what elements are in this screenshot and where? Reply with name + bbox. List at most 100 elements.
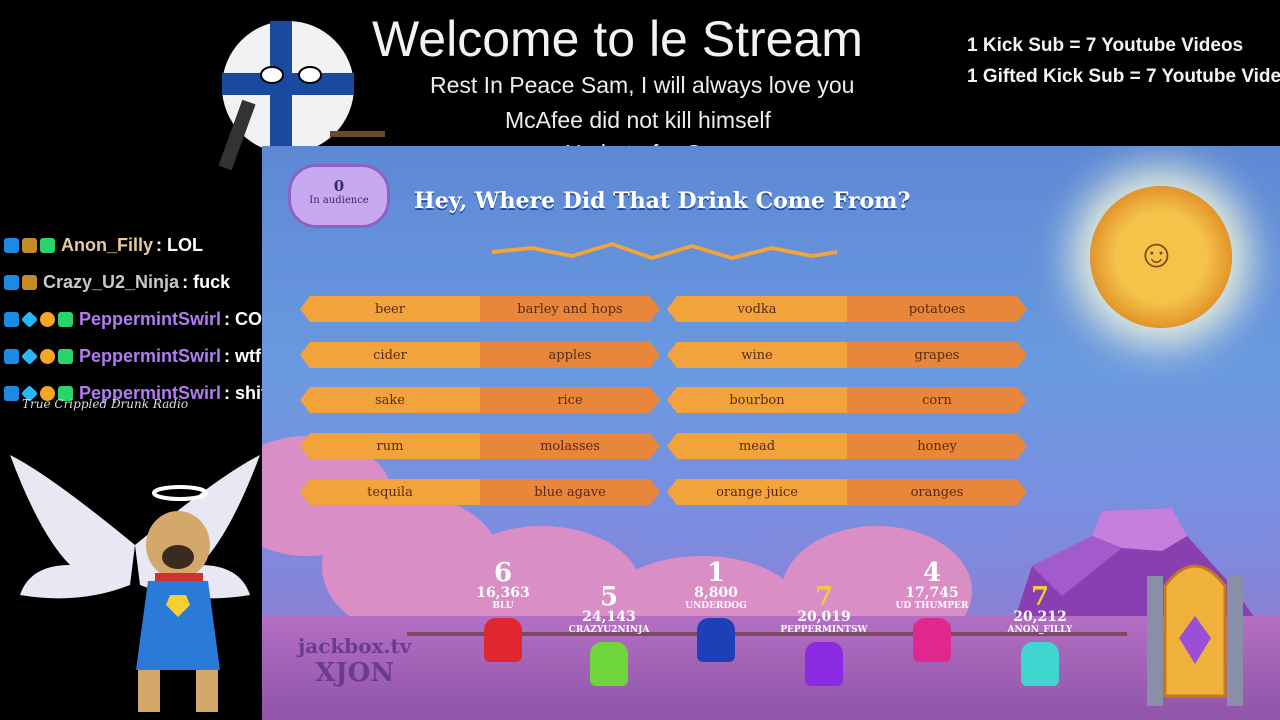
player-avatar-icon	[1021, 642, 1059, 686]
answer-drink: vodka	[667, 296, 847, 322]
coin-icon	[40, 311, 55, 327]
kick-icon	[4, 348, 19, 364]
player-score: 1	[706, 558, 726, 588]
answer-drink: beer	[300, 296, 480, 322]
chat-username[interactable]: Anon_Filly	[61, 234, 154, 255]
answer-drink: sake	[300, 387, 480, 413]
player-avatar-icon	[590, 642, 628, 686]
angel-dog-icon	[10, 455, 260, 712]
player-card: 1 8,800 UNDERDOG	[671, 560, 761, 662]
answer-pair: rum molasses	[300, 433, 660, 459]
answer-pair: tequila blue agave	[300, 479, 660, 505]
lightning-divider-icon	[492, 242, 837, 260]
answer-source: grapes	[847, 342, 1027, 368]
player-score: 6	[493, 558, 513, 588]
player-card: 7 20,019 PEPPERMINTSW	[779, 584, 869, 686]
chat-message: PeppermintSwirl : shit	[4, 378, 267, 408]
answer-pair: orange juice oranges	[667, 479, 1027, 505]
coin-icon	[40, 385, 55, 401]
player-points: 16,363	[476, 585, 530, 601]
player-avatar-icon	[913, 618, 951, 662]
coin-icon	[40, 348, 55, 364]
player-name: CRAZYU2NINJA	[568, 625, 650, 635]
subtitle-line-2: McAfee did not kill himself	[505, 107, 771, 133]
signature: True Crippled Drunk Radio	[22, 397, 189, 411]
player-score: 7	[814, 582, 834, 612]
chat-username[interactable]: PeppermintSwirl	[79, 308, 222, 329]
answer-pair: sake rice	[300, 387, 660, 413]
gem-door-icon	[1147, 564, 1243, 706]
jackbox-url: jackbox.tv	[298, 634, 412, 658]
kick-sub-line-1: 1 Kick Sub = 7 Youtube Videos	[967, 35, 1244, 56]
chat-username[interactable]: PeppermintSwirl	[79, 382, 222, 403]
kick-icon	[4, 237, 19, 253]
player-points: 24,143	[582, 609, 636, 625]
sun-medallion-icon: ☺	[1090, 186, 1232, 328]
answer-drink: cider	[300, 342, 480, 368]
kick-icon	[4, 274, 19, 290]
kick-sub-line-2: 1 Gifted Kick Sub = 7 Youtube Videos	[967, 66, 1280, 87]
player-name: UNDERDOG	[685, 601, 747, 611]
answer-source: barley and hops	[480, 296, 660, 322]
player-card: 5 24,143 CRAZYU2NINJA	[564, 584, 654, 686]
answer-pair: bourbon corn	[667, 387, 1027, 413]
badge-icon	[40, 237, 55, 253]
chat-text: : LOL	[156, 234, 204, 255]
chat-message: Anon_Filly : LOL	[4, 230, 203, 260]
room-code: XJON	[315, 658, 395, 688]
answer-pair: vodka potatoes	[667, 296, 1027, 322]
jackbox-room-info: jackbox.tv XJON	[298, 634, 411, 688]
kick-icon	[4, 385, 19, 401]
player-card: 4 17,745 UD THUMPER	[887, 560, 977, 662]
answer-pair: cider apples	[300, 342, 660, 368]
chat-text: : shit	[224, 382, 268, 403]
chat-message: PeppermintSwirl : wtf	[4, 341, 261, 371]
subtitle-line-1: Rest In Peace Sam, I will always love yo…	[430, 72, 855, 98]
answer-drink: mead	[667, 433, 847, 459]
answer-pair: beer barley and hops	[300, 296, 660, 322]
answer-pair: mead honey	[667, 433, 1027, 459]
badge-icon	[58, 385, 73, 401]
kick-icon	[4, 311, 19, 327]
answer-drink: rum	[300, 433, 480, 459]
answer-drink: wine	[667, 342, 847, 368]
player-avatar-icon	[484, 618, 522, 662]
player-card: 7 20,212 ANON_FILLY	[995, 584, 1085, 686]
stream-title: Welcome to le Stream	[372, 11, 863, 67]
badge-icon	[22, 237, 37, 253]
answer-source: potatoes	[847, 296, 1027, 322]
answer-drink: tequila	[300, 479, 480, 505]
badge-icon	[58, 311, 73, 327]
game-screen: ☺ 0 In audience Hey, Where Did That Drin…	[262, 146, 1280, 720]
player-points: 20,212	[1013, 609, 1067, 625]
audience-counter: 0 In audience	[288, 164, 390, 228]
player-points: 20,019	[797, 609, 851, 625]
player-points: 17,745	[905, 585, 959, 601]
chat-message: Crazy_U2_Ninja : fuck	[4, 267, 230, 297]
player-name: PEPPERMINTSW	[780, 625, 868, 635]
player-score: 7	[1030, 582, 1050, 612]
player-name: BLU	[492, 601, 514, 611]
player-name: UD THUMPER	[895, 601, 969, 611]
answer-source: corn	[847, 387, 1027, 413]
question-prompt: Hey, Where Did That Drink Come From?	[414, 188, 911, 214]
finland-countryball-icon	[218, 21, 385, 171]
chat-username[interactable]: Crazy_U2_Ninja	[43, 271, 180, 292]
answer-source: rice	[480, 387, 660, 413]
audience-count: 0	[333, 177, 345, 195]
answer-source: honey	[847, 433, 1027, 459]
chat-username[interactable]: PeppermintSwirl	[79, 345, 222, 366]
badge-icon	[58, 348, 73, 364]
chat-text: : wtf	[224, 345, 262, 366]
player-avatar-icon	[697, 618, 735, 662]
answer-source: apples	[480, 342, 660, 368]
answer-pair: wine grapes	[667, 342, 1027, 368]
answer-source: blue agave	[480, 479, 660, 505]
chat-text: : fuck	[182, 271, 231, 292]
player-score: 5	[599, 582, 619, 612]
answer-source: oranges	[847, 479, 1027, 505]
answer-source: molasses	[480, 433, 660, 459]
answer-drink: orange juice	[667, 479, 847, 505]
cube-icon	[21, 310, 38, 328]
player-points: 8,800	[694, 585, 738, 601]
